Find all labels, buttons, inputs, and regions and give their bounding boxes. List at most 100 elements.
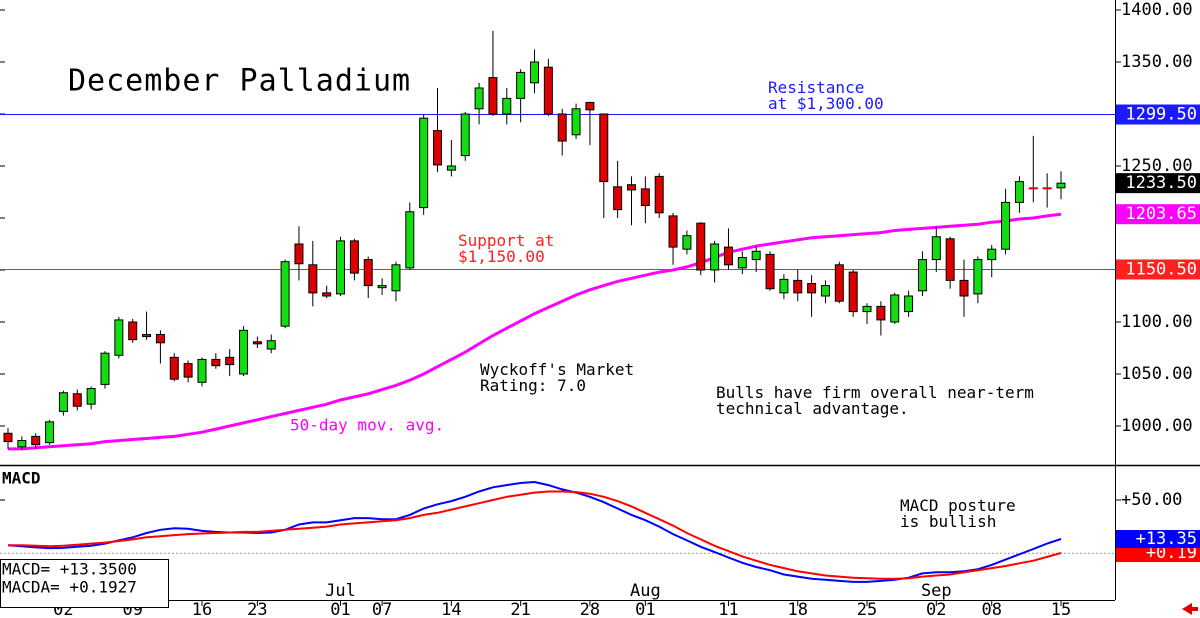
candle-body: [876, 305, 886, 321]
candle-body: [1056, 182, 1066, 189]
candle-body: [862, 305, 872, 313]
candle-body: [45, 421, 55, 444]
candle-body: [696, 222, 706, 271]
candle-body: [834, 264, 844, 302]
value-box: [1116, 530, 1200, 549]
x-tick-label: 01: [635, 600, 655, 618]
candle-body: [58, 392, 68, 412]
candle-body: [17, 440, 27, 448]
candle-body: [460, 113, 470, 157]
candle-body: [155, 333, 165, 344]
candle-body: [557, 113, 567, 142]
candle-body: [820, 285, 830, 297]
note-line: at $1,300.00: [768, 94, 884, 113]
note-line: is bullish: [900, 512, 996, 531]
candle-body: [973, 259, 983, 295]
candle-body: [183, 363, 193, 378]
note-line: Wyckoff's Market: [480, 360, 634, 379]
month-label: Jul: [325, 581, 356, 601]
candle-body: [613, 186, 623, 211]
candle-body: [959, 279, 969, 297]
y-tick-label: 1250.00: [1121, 156, 1193, 176]
month-label: Sep: [921, 581, 952, 601]
candle-body: [585, 102, 595, 111]
chart-title: December Palladium: [68, 64, 411, 99]
readout-frame: [0, 559, 169, 608]
value-box-label: 1233.50: [1125, 173, 1197, 193]
x-tick-label: 07: [372, 600, 392, 618]
candle-body: [543, 66, 553, 115]
y-tick-label: 1350.00: [1121, 52, 1193, 72]
macd-note: MACD posture is bullish: [900, 496, 1025, 531]
candle-body: [723, 246, 733, 266]
rating-note: Wyckoff's Market Rating: 7.0: [480, 360, 644, 395]
y-tick-label: +50.00: [1121, 490, 1182, 510]
month-label: Aug: [630, 581, 661, 601]
candle-body: [502, 97, 512, 115]
candle-body: [516, 71, 526, 99]
x-tick-label: 18: [788, 600, 808, 618]
value-box-label: 1150.50: [1125, 259, 1197, 279]
candle-body: [322, 292, 332, 297]
candle-body: [239, 329, 249, 375]
note-line: MACD posture: [900, 496, 1016, 515]
candle-body: [917, 259, 927, 292]
candle-body: [1001, 201, 1011, 250]
candle-body: [668, 215, 678, 248]
x-tick-label: 21: [510, 600, 530, 618]
note-line: $1,150.00: [458, 247, 545, 266]
note-line: Support at: [458, 231, 554, 250]
candle-body: [793, 279, 803, 294]
candle-body: [765, 253, 775, 290]
candle-body: [779, 278, 789, 294]
note-line: Rating: 7.0: [480, 376, 586, 395]
candle-body: [626, 184, 636, 191]
candle-body: [211, 358, 221, 367]
note-line: technical advantage.: [716, 399, 909, 418]
y-tick-label: 1100.00: [1121, 312, 1193, 332]
readout: MACDA= +0.1927: [2, 578, 137, 597]
candle-body: [128, 321, 138, 341]
candle-body: [266, 340, 276, 350]
candle-body: [1028, 187, 1038, 190]
resistance-note: Resistance at $1,300.00: [768, 78, 884, 113]
x-tick-label: 28: [580, 600, 600, 618]
candle-body: [654, 175, 664, 214]
candle-body: [72, 393, 82, 407]
value-box: [1116, 104, 1200, 125]
candle-body: [474, 87, 484, 110]
value-box: [1116, 204, 1200, 225]
value-box: [1116, 259, 1200, 280]
readout: MACD= +13.3500: [2, 560, 137, 579]
y-tick-label: 1050.00: [1121, 364, 1193, 384]
candle-body: [904, 295, 914, 313]
outlook-note: Bulls have firm overall near-term techni…: [716, 383, 1044, 418]
candle-body: [987, 248, 997, 261]
value-box: [1116, 173, 1200, 194]
candle-body: [197, 358, 207, 383]
candle-body: [640, 188, 650, 207]
x-tick-label: 01: [330, 600, 350, 618]
candle-body: [280, 261, 290, 327]
candle-body: [945, 238, 955, 281]
candle-body: [571, 108, 581, 136]
candle-body: [294, 243, 304, 265]
candle-body: [391, 264, 401, 292]
indicator-line: [8, 490, 1062, 580]
scroll-arrow[interactable]: [1182, 603, 1198, 615]
candle-body: [114, 319, 124, 356]
candle-body: [336, 240, 346, 295]
candle-body: [530, 61, 539, 84]
candle-body: [751, 250, 761, 261]
candle-body: [599, 113, 609, 183]
x-tick-label: 14: [441, 600, 461, 618]
candle-body: [31, 435, 41, 446]
candle-body: [446, 165, 456, 171]
candle-body: [349, 240, 359, 274]
candle-body: [682, 235, 692, 250]
candle-body: [3, 432, 13, 443]
candle-body: [405, 211, 415, 269]
candle-body: [100, 352, 110, 385]
